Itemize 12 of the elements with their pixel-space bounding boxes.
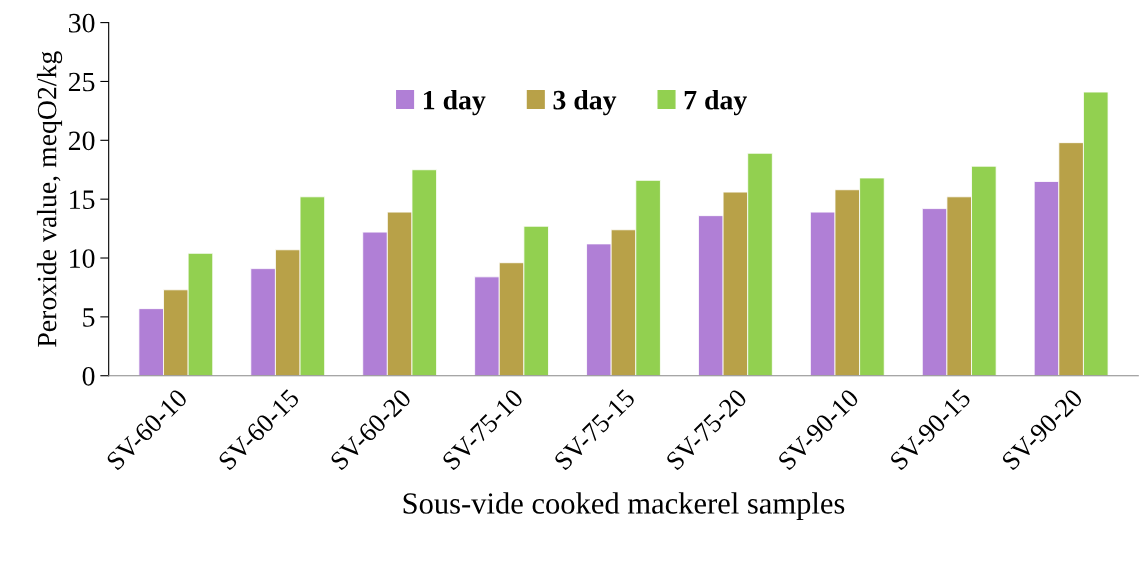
y-tick-label: 30 xyxy=(69,13,95,33)
legend-label: 1 day xyxy=(423,89,486,116)
legend-label: 7 day xyxy=(684,89,747,116)
y-tick-label: 10 xyxy=(70,249,95,268)
y-tick-label: 15 xyxy=(70,190,95,210)
legend-label: 3 day xyxy=(553,89,617,116)
y-tick-label: 20 xyxy=(68,131,95,151)
y-tick-label: 25 xyxy=(68,72,95,92)
y-tick-label: 5 xyxy=(83,308,95,327)
x-axis-title: Sous-vide cooked mackerel samples xyxy=(403,492,845,521)
y-tick-label: 0 xyxy=(82,366,95,386)
y-axis-title: Peroxide value, meqO2/kg xyxy=(36,51,63,347)
